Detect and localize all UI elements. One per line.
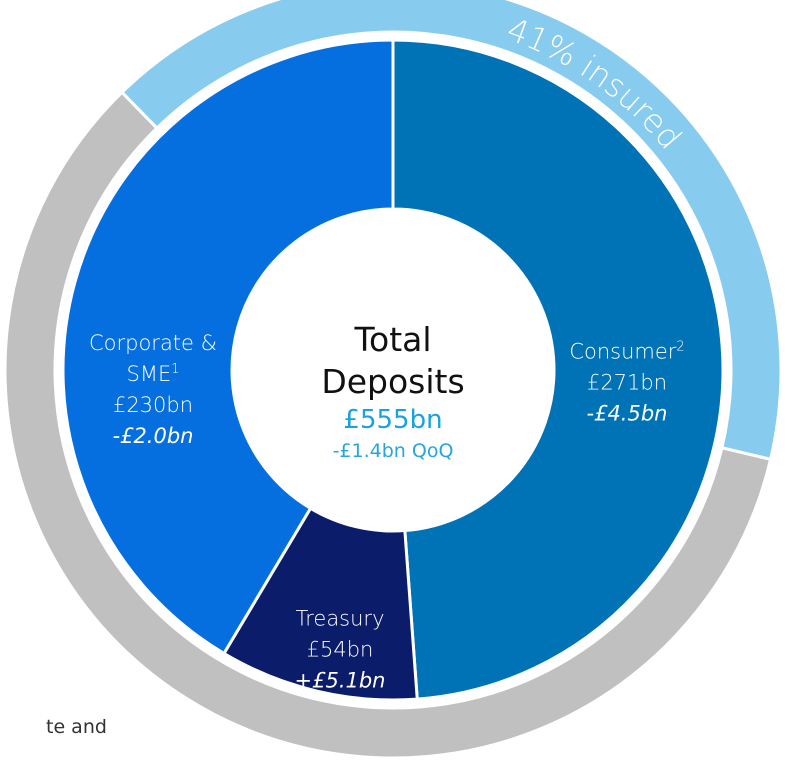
segment-change: -£4.5bn	[586, 401, 668, 426]
segment-value: £271bn	[586, 370, 668, 395]
center-hole	[233, 210, 553, 530]
segment-label: Corporate & SME1 £230bn -£2.0bn	[78, 328, 228, 452]
segment	[61, 38, 395, 656]
segment-name: Corporate & SME	[88, 331, 218, 386]
segment-name: Consumer	[569, 339, 677, 364]
footnote-marker: 2	[676, 339, 685, 355]
segment-label: Consumer2 £271bn -£4.5bn	[542, 337, 712, 430]
center-change: -£1.4bn QoQ	[332, 440, 454, 462]
outer-ring-insured	[119, 0, 783, 462]
segment-name: Treasury	[295, 606, 385, 631]
center-total: £555bn	[343, 405, 443, 435]
center-label: Total Deposits £555bn -£1.4bn QoQ	[283, 319, 503, 465]
segment	[391, 38, 725, 701]
segment-label: Treasury £54bn +£5.1bn	[255, 604, 425, 697]
center-title: Total Deposits	[321, 320, 465, 401]
footnote-marker: 1	[171, 362, 180, 377]
outer-ring-other	[3, 90, 773, 760]
segment-change: +£5.1bn	[294, 668, 386, 693]
footnote-fragment: te and	[46, 716, 107, 738]
segment-change: -£2.0bn	[112, 424, 194, 448]
segment-value: £54bn	[306, 637, 374, 662]
segment-value: £230bn	[112, 393, 194, 417]
